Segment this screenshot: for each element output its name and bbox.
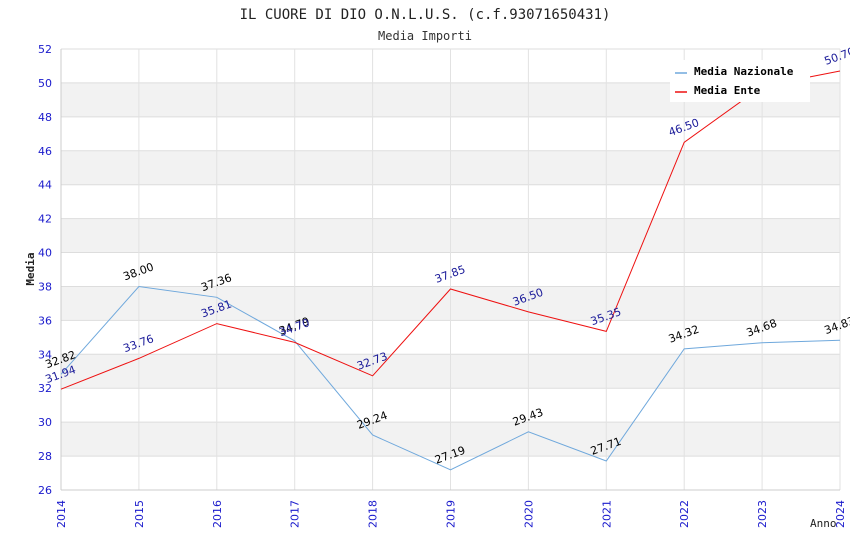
x-tick-labels: 2014 2015 2016 2017 2018 2019 2020 2021 2022 2023… xyxy=(55,500,847,528)
legend-label-media-nazionale: Media Nazionale xyxy=(694,65,794,78)
y-tick-label: 36 xyxy=(38,314,52,327)
legend-label-media-ente: Media Ente xyxy=(694,84,761,97)
x-tick-label: 2019 xyxy=(445,500,458,528)
y-tick-label: 46 xyxy=(38,145,52,158)
y-tick-label: 38 xyxy=(38,280,52,293)
chart-subtitle: Media Importi xyxy=(378,29,472,43)
y-tick-label: 32 xyxy=(38,382,52,395)
x-tick-label: 2017 xyxy=(289,500,302,528)
series-line-media-ente xyxy=(60,70,841,390)
y-tick-label: 42 xyxy=(38,213,52,226)
x-tick-label: 2016 xyxy=(211,500,224,528)
legend: Media Nazionale Media Ente xyxy=(670,60,810,102)
legend-box xyxy=(670,60,810,102)
y-tick-label: 34 xyxy=(38,348,52,361)
y-tick-label: 50 xyxy=(38,77,52,90)
y-tick-label: 44 xyxy=(38,179,52,192)
x-tick-label: 2023 xyxy=(756,500,769,528)
y-tick-label: 48 xyxy=(38,111,52,124)
y-axis-label: Media xyxy=(24,252,37,285)
y-tick-labels: 26 28 30 32 34 36 38 40 42 44 46 48 50 52 xyxy=(38,43,52,497)
x-tick-label: 2022 xyxy=(678,500,691,528)
y-tick-label: 40 xyxy=(38,247,52,260)
x-tick-label: 2015 xyxy=(133,500,146,528)
y-tick-label: 26 xyxy=(38,484,52,497)
x-tick-label: 2014 xyxy=(55,500,68,528)
x-tick-label: 2021 xyxy=(600,500,613,528)
y-tick-label: 52 xyxy=(38,43,52,56)
x-axis-label: Anno xyxy=(810,517,837,530)
y-tick-label: 30 xyxy=(38,416,52,429)
series-lines xyxy=(60,70,841,471)
y-tick-label: 28 xyxy=(38,450,52,463)
x-tick-label: 2020 xyxy=(522,500,535,528)
x-tick-label: 2024 xyxy=(834,500,847,528)
series-line-media-nazionale xyxy=(60,285,841,471)
x-tick-label: 2018 xyxy=(367,500,380,528)
chart-title: IL CUORE DI DIO O.N.L.U.S. (c.f.93071650… xyxy=(240,7,611,23)
